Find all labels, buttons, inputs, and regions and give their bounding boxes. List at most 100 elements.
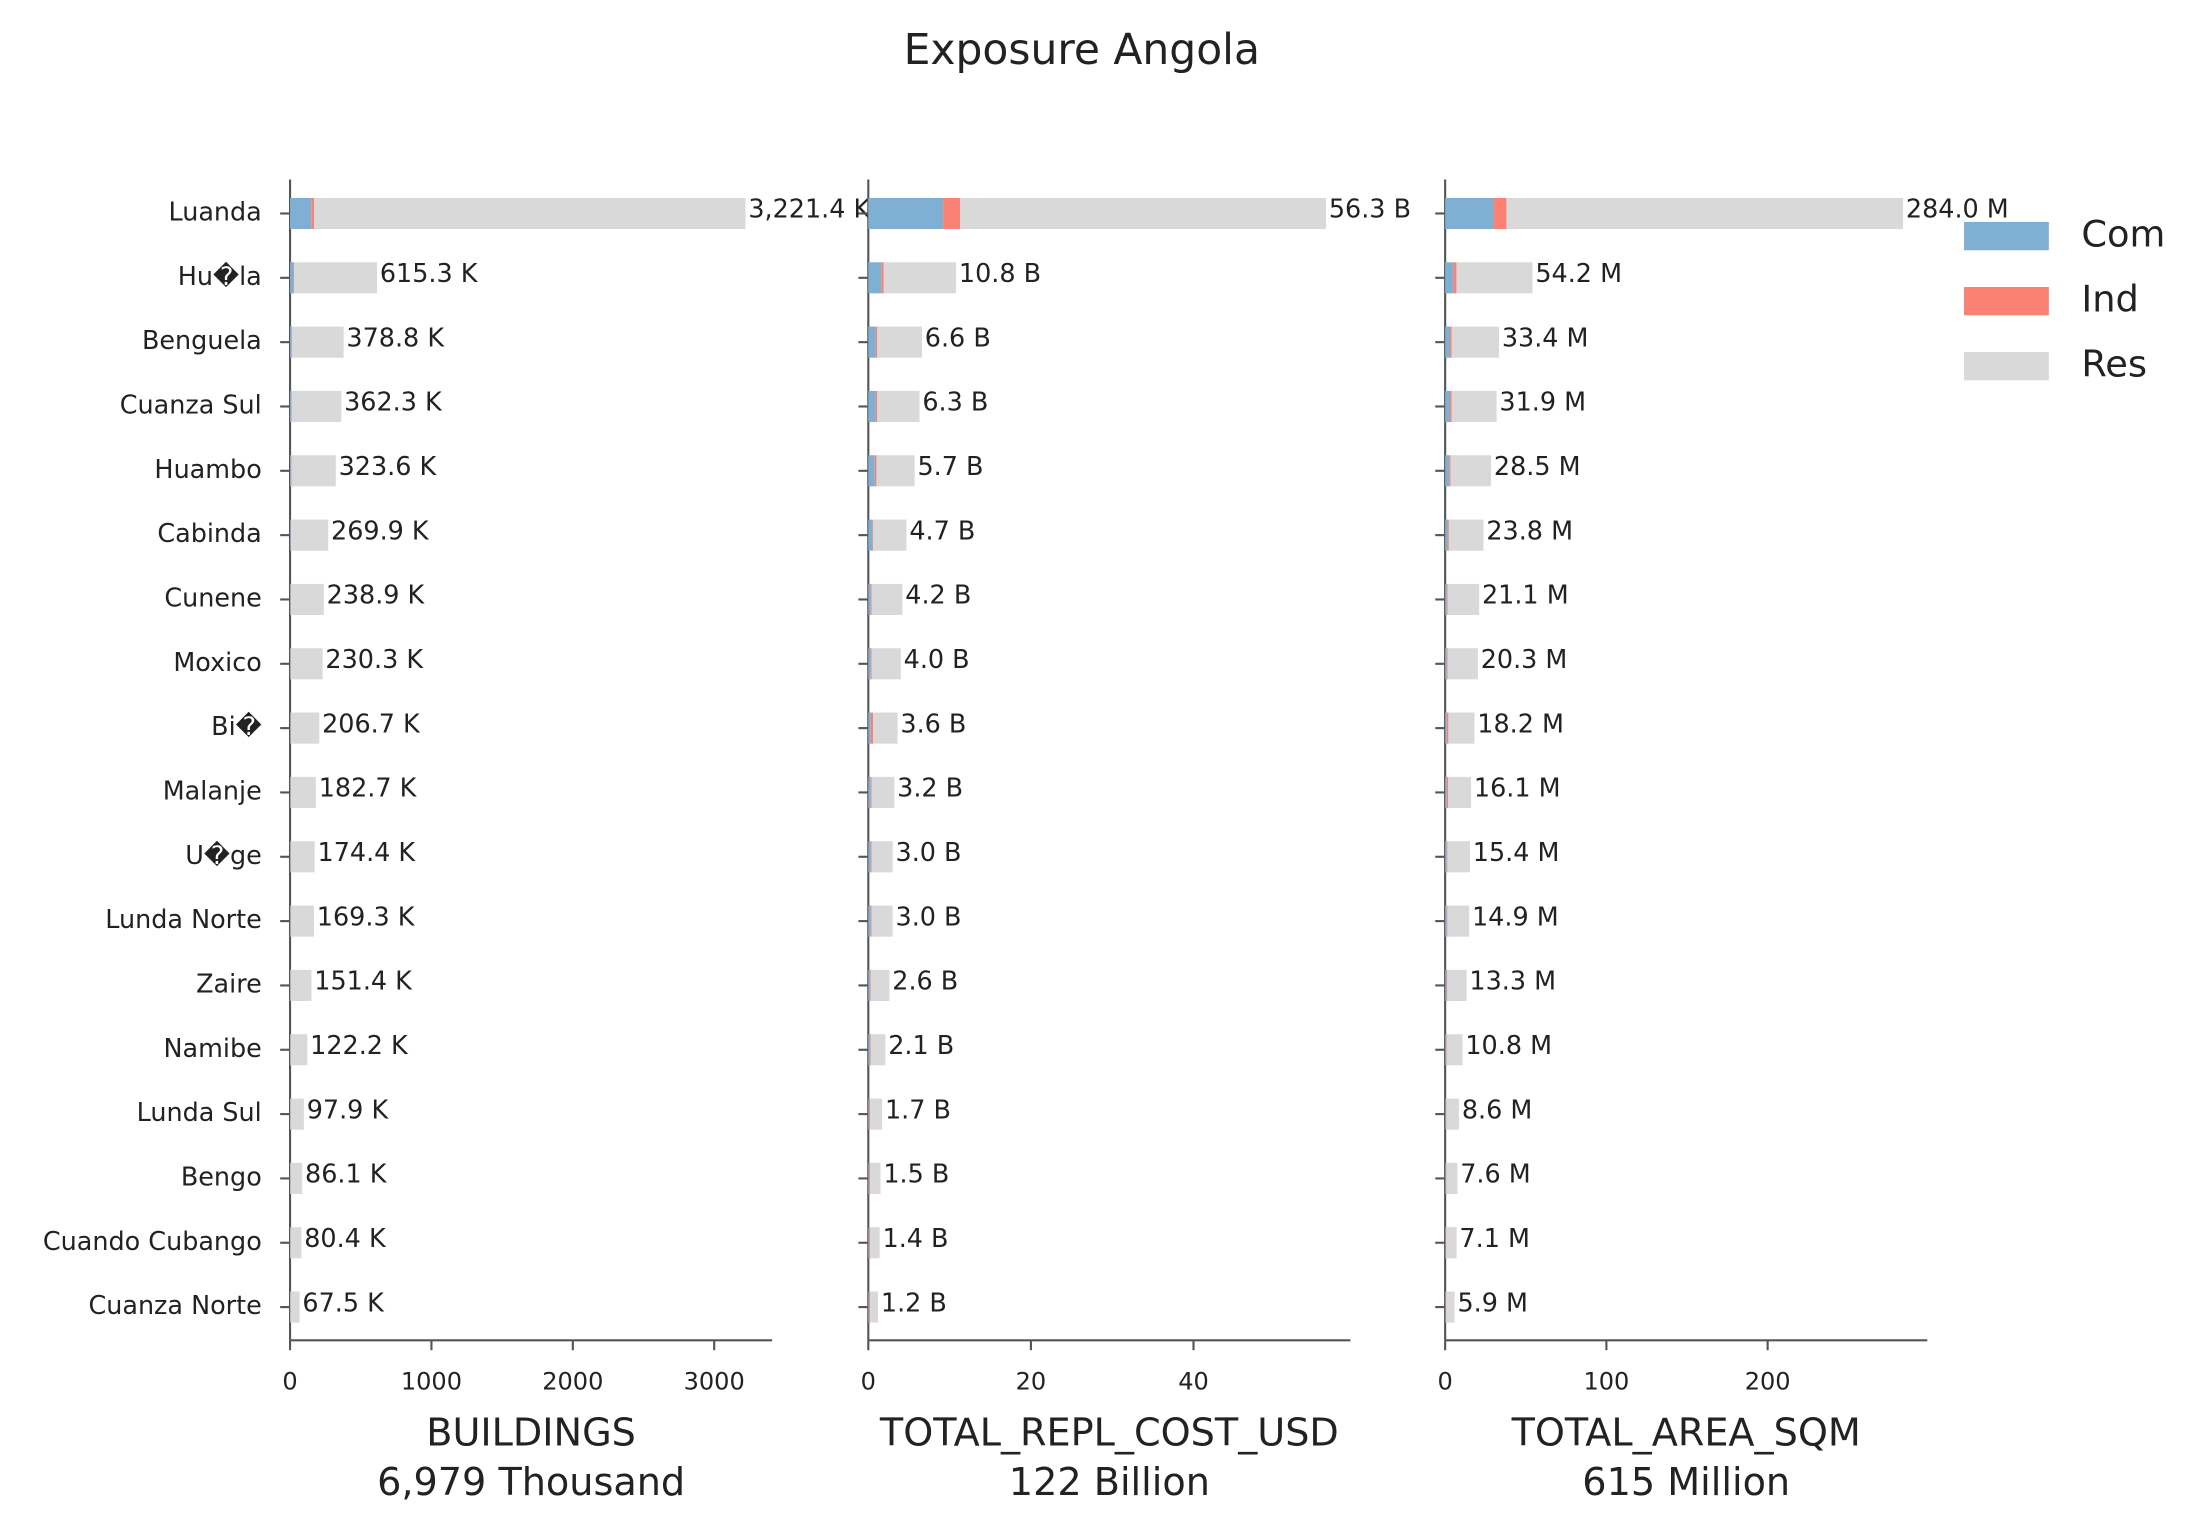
bar-segment bbox=[1446, 841, 1448, 873]
bar-segment bbox=[869, 1098, 870, 1130]
bar-segment bbox=[1451, 390, 1497, 423]
bar-segment bbox=[868, 390, 876, 423]
value-label: 33.4 M bbox=[1502, 322, 1589, 352]
bar-segment bbox=[311, 197, 315, 230]
bar-segment bbox=[1447, 583, 1480, 616]
bar-segment bbox=[290, 712, 320, 744]
bar-segment bbox=[294, 262, 378, 294]
bar-segment bbox=[290, 648, 323, 680]
y-tick-label: Cunene bbox=[164, 582, 261, 612]
bar-segment bbox=[290, 455, 292, 487]
bar-segment bbox=[1446, 969, 1448, 1001]
bar-segment bbox=[290, 519, 329, 551]
x-tick-label: 0 bbox=[1438, 1368, 1453, 1396]
bar-segment bbox=[868, 262, 882, 294]
value-label: 3.6 B bbox=[900, 708, 966, 738]
value-label: 4.7 B bbox=[909, 515, 975, 545]
value-label: 3.2 B bbox=[897, 773, 963, 803]
x-tick-label: 0 bbox=[282, 1368, 297, 1396]
bar-segment bbox=[876, 455, 915, 487]
bar-segment bbox=[868, 1227, 870, 1259]
bar-segment bbox=[1446, 648, 1448, 680]
value-label: 20.3 M bbox=[1481, 644, 1568, 674]
bar-segment bbox=[1448, 776, 1472, 809]
y-tick-label: Bengo bbox=[181, 1161, 262, 1191]
legend-swatch bbox=[1964, 287, 2049, 316]
x-tick-label: 3000 bbox=[684, 1368, 745, 1396]
bar-segment bbox=[960, 197, 1327, 230]
bar-segment bbox=[871, 648, 901, 680]
y-tick-label: Moxico bbox=[173, 647, 261, 677]
bar-segment bbox=[290, 197, 312, 230]
bar-segment bbox=[1445, 197, 1494, 230]
bar-segment bbox=[1493, 197, 1507, 230]
value-label: 206.7 K bbox=[322, 708, 421, 738]
bar-segment bbox=[869, 1162, 881, 1194]
bar-segment bbox=[868, 776, 871, 809]
value-label: 4.0 B bbox=[904, 644, 970, 674]
value-label: 269.9 K bbox=[331, 515, 430, 545]
x-tick-label: 40 bbox=[1178, 1368, 1209, 1396]
bar-segment bbox=[1445, 776, 1447, 809]
bar-segment bbox=[1447, 841, 1470, 873]
x-tick-label: 0 bbox=[861, 1368, 876, 1396]
bar-segment bbox=[1447, 648, 1478, 680]
value-label: 3.0 B bbox=[896, 837, 962, 867]
value-label: 7.6 M bbox=[1460, 1159, 1531, 1189]
y-tick-label: Huambo bbox=[154, 454, 261, 484]
bar-segment bbox=[874, 455, 877, 487]
value-label: 13.3 M bbox=[1469, 966, 1556, 996]
bar-segment bbox=[870, 648, 872, 680]
bar-segment bbox=[871, 776, 895, 809]
x-tick-label: 1000 bbox=[401, 1368, 462, 1396]
bar-segment bbox=[875, 326, 878, 358]
value-label: 10.8 B bbox=[959, 258, 1041, 288]
bar-segment bbox=[1448, 519, 1484, 551]
bar-segment bbox=[1445, 905, 1447, 937]
bar-segment bbox=[1446, 1034, 1463, 1066]
value-label: 10.8 M bbox=[1465, 1030, 1552, 1060]
bar-segment bbox=[1446, 1034, 1447, 1066]
value-label: 15.4 M bbox=[1473, 837, 1560, 867]
bar-segment bbox=[1445, 1098, 1446, 1130]
bar-segment bbox=[1449, 390, 1452, 423]
bar-segment bbox=[1449, 455, 1451, 487]
bar-segment bbox=[868, 712, 871, 744]
value-label: 1.4 B bbox=[883, 1223, 949, 1253]
bar-segment bbox=[1446, 712, 1449, 744]
bar-segment bbox=[1446, 776, 1449, 809]
x-axis-subtitle: 122 Billion bbox=[1009, 1461, 1210, 1505]
bar-segment bbox=[1446, 1162, 1458, 1194]
bar-segment bbox=[870, 712, 874, 744]
bar-segment bbox=[1446, 583, 1448, 616]
bar-segment bbox=[1446, 1291, 1455, 1323]
bar-segment bbox=[1445, 712, 1447, 744]
bar-segment bbox=[868, 1162, 870, 1194]
value-label: 23.8 M bbox=[1486, 515, 1573, 545]
bar-segment bbox=[1445, 969, 1447, 1001]
x-tick-label: 2000 bbox=[542, 1368, 603, 1396]
bar-segment bbox=[883, 262, 957, 294]
bar-segment bbox=[1445, 262, 1454, 294]
bar-segment bbox=[870, 841, 872, 873]
bar-segment bbox=[1445, 583, 1447, 616]
bar-segment bbox=[1445, 519, 1448, 551]
value-label: 169.3 K bbox=[317, 901, 416, 931]
bar-segment bbox=[869, 1098, 883, 1130]
bar-segment bbox=[870, 776, 872, 809]
bar-segment bbox=[1445, 1162, 1446, 1194]
legend-swatch bbox=[1964, 352, 2049, 381]
bar-segment bbox=[290, 1162, 303, 1194]
bar-segment bbox=[870, 583, 872, 616]
value-label: 5.7 B bbox=[917, 451, 983, 481]
value-label: 14.9 M bbox=[1472, 901, 1559, 931]
value-label: 86.1 K bbox=[305, 1159, 388, 1189]
bar-segment bbox=[1446, 1098, 1460, 1130]
bar-segment bbox=[292, 326, 344, 358]
value-label: 21.1 M bbox=[1482, 580, 1569, 610]
bar-segment bbox=[871, 905, 893, 937]
bar-segment bbox=[1445, 648, 1447, 680]
bar-segment bbox=[869, 1034, 871, 1066]
bar-segment bbox=[291, 455, 336, 487]
